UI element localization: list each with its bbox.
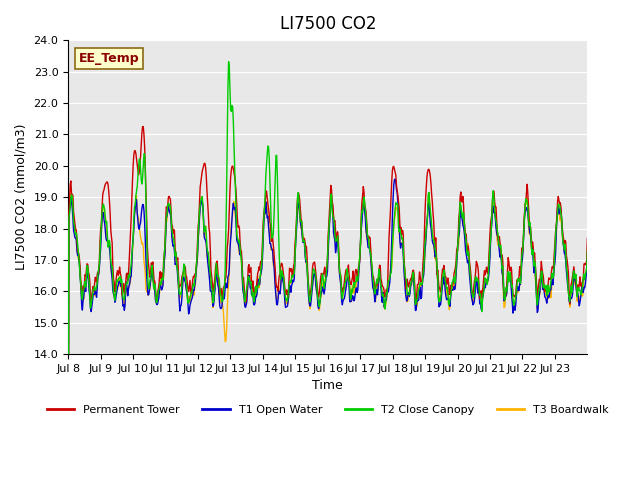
Legend: Permanent Tower, T1 Open Water, T2 Close Canopy, T3 Boardwalk: Permanent Tower, T1 Open Water, T2 Close… [42,400,613,420]
Text: EE_Temp: EE_Temp [79,52,139,65]
Y-axis label: LI7500 CO2 (mmol/m3): LI7500 CO2 (mmol/m3) [15,124,28,270]
Title: LI7500 CO2: LI7500 CO2 [280,15,376,33]
X-axis label: Time: Time [312,379,343,392]
